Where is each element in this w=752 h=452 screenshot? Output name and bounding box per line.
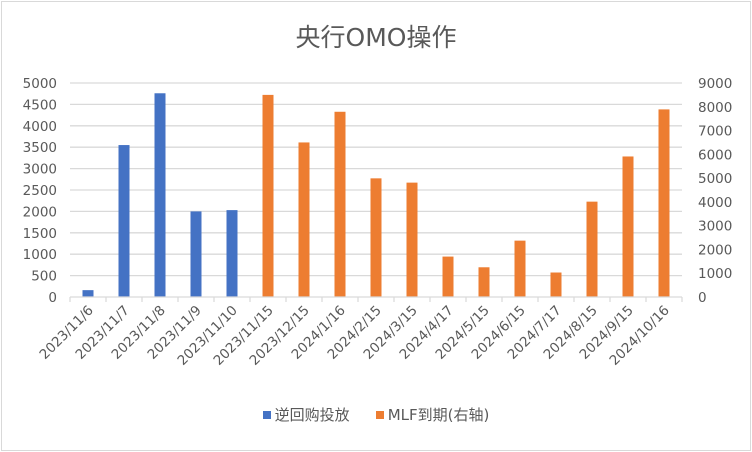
- y-left-tick: 3000: [23, 162, 57, 178]
- y-right-tick: 7000: [698, 124, 732, 140]
- bar: [190, 211, 202, 297]
- y-left-tick: 1500: [23, 226, 57, 242]
- legend-item-reverse-repo: 逆回购投放: [262, 404, 350, 425]
- legend-label-reverse-repo: 逆回购投放: [274, 406, 350, 424]
- y-left-tick: 500: [31, 269, 57, 285]
- y-right-tick: 4000: [698, 195, 732, 211]
- bar: [586, 201, 598, 297]
- legend-item-mlf: MLF到期(右轴): [375, 404, 490, 425]
- legend: 逆回购投放 MLF到期(右轴): [0, 404, 752, 425]
- y-right-tick: 1000: [698, 266, 732, 282]
- bar: [82, 290, 94, 297]
- y-right-tick: 2000: [698, 242, 732, 258]
- bar: [118, 145, 130, 297]
- y-right-tick: 9000: [698, 76, 732, 92]
- legend-label-mlf: MLF到期(右轴): [387, 406, 490, 424]
- y-right-tick: 3000: [698, 219, 732, 235]
- bar: [298, 142, 310, 297]
- bar: [514, 240, 526, 297]
- y-left-tick: 2500: [23, 183, 57, 199]
- y-left-tick: 2000: [23, 204, 57, 220]
- legend-swatch-reverse-repo: [262, 410, 271, 419]
- bar: [658, 109, 670, 297]
- bar: [550, 272, 562, 297]
- bar: [478, 267, 490, 297]
- y-left-tick: 4500: [23, 97, 57, 113]
- bar: [622, 156, 634, 297]
- bar: [406, 182, 418, 297]
- chart-title: 央行OMO操作: [295, 23, 457, 52]
- bar: [154, 93, 166, 297]
- y-left-tick: 4000: [23, 119, 57, 135]
- y-left-tick: 5000: [23, 76, 57, 92]
- bar: [334, 111, 346, 297]
- y-right-tick: 8000: [698, 100, 732, 116]
- y-left-tick: 3500: [23, 140, 57, 156]
- legend-swatch-mlf: [375, 410, 384, 419]
- bar: [226, 210, 238, 297]
- bar: [370, 178, 382, 297]
- y-right-tick: 0: [698, 290, 707, 306]
- y-left-tick: 0: [48, 290, 57, 306]
- bar: [262, 94, 274, 297]
- bar: [442, 256, 454, 297]
- y-right-tick: 6000: [698, 147, 732, 163]
- y-left-tick: 1000: [23, 247, 57, 263]
- y-right-tick: 5000: [698, 171, 732, 187]
